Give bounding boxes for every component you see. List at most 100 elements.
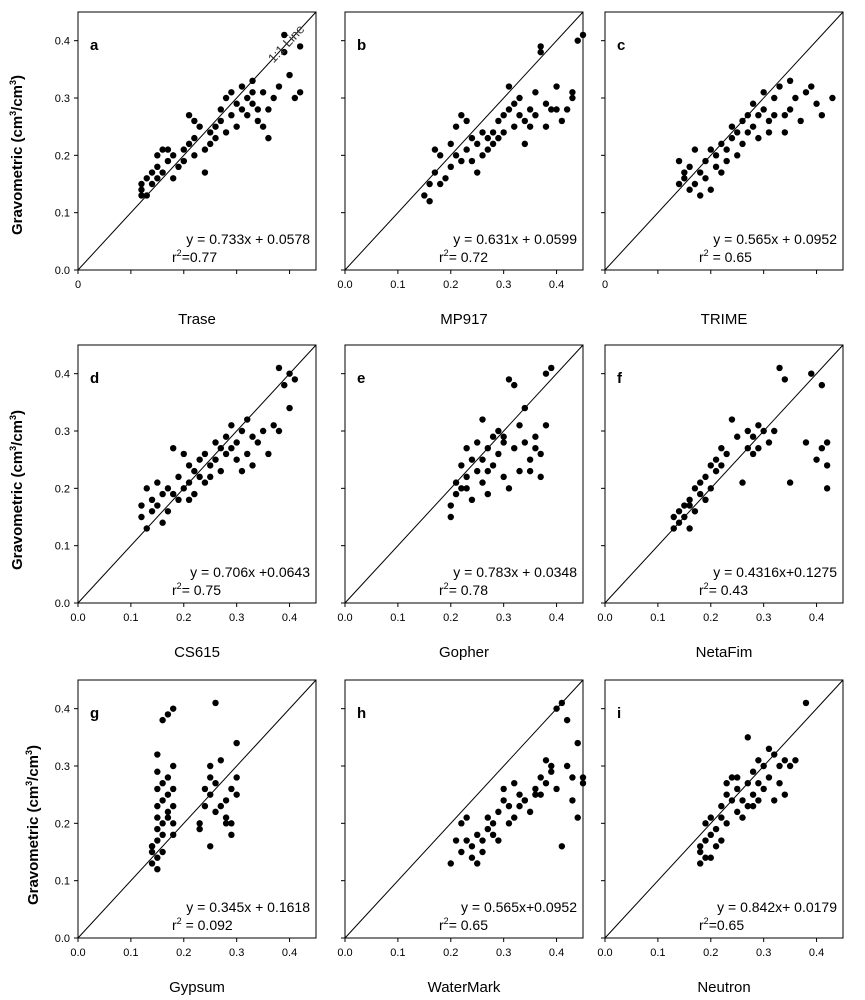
data-point xyxy=(479,416,486,423)
data-point xyxy=(207,462,214,469)
panel-letter: c xyxy=(617,37,625,54)
data-point xyxy=(553,106,560,113)
data-point xyxy=(537,450,544,458)
data-point xyxy=(505,802,513,810)
data-point xyxy=(191,117,198,125)
data-point xyxy=(447,513,454,521)
data-point xyxy=(233,439,240,446)
panel-letter: d xyxy=(90,370,99,387)
data-point xyxy=(521,404,529,412)
data-point xyxy=(228,445,235,452)
data-point xyxy=(138,502,145,509)
data-point xyxy=(829,94,836,102)
data-point xyxy=(686,502,693,509)
data-point xyxy=(744,112,751,119)
one-to-one-line xyxy=(344,679,584,939)
r-squared: r2=0.77 xyxy=(172,248,217,265)
y-tick-label: 0.0 xyxy=(55,265,70,277)
data-point xyxy=(749,123,757,130)
data-point xyxy=(207,473,214,481)
data-point xyxy=(813,100,820,107)
data-point xyxy=(749,802,757,810)
data-point xyxy=(691,508,699,515)
data-point xyxy=(148,848,156,856)
data-point xyxy=(212,439,219,446)
data-point xyxy=(191,490,198,498)
r-squared: r2 = 0.092 xyxy=(172,916,233,933)
data-point xyxy=(755,112,762,119)
data-point xyxy=(776,83,783,90)
x-tick-label: 0.0 xyxy=(597,612,612,624)
x-tick-label: 0 xyxy=(602,279,608,291)
x-tick-label: 0.4 xyxy=(549,612,564,624)
data-point xyxy=(558,117,566,125)
data-point xyxy=(532,785,539,793)
data-point xyxy=(500,129,507,136)
data-point xyxy=(537,48,544,56)
data-point xyxy=(553,785,560,793)
data-point xyxy=(468,157,476,165)
x-tick-label: 0.2 xyxy=(176,947,191,959)
data-point xyxy=(723,820,730,827)
x-tick-label: 0.2 xyxy=(703,612,718,624)
data-point xyxy=(675,508,683,515)
plot-frame xyxy=(344,344,584,604)
data-point xyxy=(175,163,182,170)
data-point xyxy=(734,808,741,816)
data-point xyxy=(154,866,161,873)
panel-d: 0.0 0.1 0.2 0.3 0.4 0.0 0.1 0.2 0.3 0.4 d y = 0.706… xyxy=(55,344,317,661)
data-point xyxy=(244,112,251,119)
data-point xyxy=(212,456,219,463)
data-point xyxy=(537,43,544,50)
data-point xyxy=(185,140,193,148)
x-tick-label: 0.3 xyxy=(229,947,244,959)
data-point xyxy=(516,802,523,810)
data-point xyxy=(238,106,246,113)
x-tick-label: 0.1 xyxy=(650,947,665,959)
data-point xyxy=(233,100,240,107)
data-point xyxy=(148,180,156,188)
data-point xyxy=(681,513,688,521)
data-point xyxy=(553,705,560,712)
data-point xyxy=(468,496,476,503)
data-point xyxy=(270,422,277,429)
data-point xyxy=(702,175,709,182)
data-point xyxy=(159,146,166,153)
data-point xyxy=(749,100,757,107)
data-point xyxy=(569,94,576,102)
y-axis-label-row3: Gravometric (cm3/cm3) xyxy=(24,745,42,905)
x-tick-label: 0.3 xyxy=(496,612,511,624)
data-point xyxy=(532,112,539,119)
data-point xyxy=(516,791,523,798)
data-point xyxy=(185,496,193,503)
data-point xyxy=(712,152,720,159)
data-point xyxy=(154,825,161,833)
data-point xyxy=(249,100,256,107)
data-point xyxy=(180,450,187,458)
data-point xyxy=(707,146,714,153)
data-point xyxy=(148,496,156,503)
data-point xyxy=(222,94,230,102)
data-point xyxy=(500,439,507,446)
data-point xyxy=(505,820,513,827)
panel-i: 0.0 0.1 0.2 0.3 0.4 i y = 0.842x+ 0.0179r2=0.6… xyxy=(597,679,844,996)
data-point xyxy=(170,490,177,498)
data-point xyxy=(148,843,156,850)
data-point xyxy=(563,106,571,113)
r-squared: r2=0.65 xyxy=(699,916,744,933)
data-point xyxy=(281,48,288,56)
data-point xyxy=(474,467,481,475)
data-point xyxy=(792,757,799,764)
data-point xyxy=(296,89,304,96)
data-point xyxy=(217,106,224,113)
data-point xyxy=(532,433,539,440)
data-point xyxy=(786,479,794,486)
data-point xyxy=(675,157,683,165)
x-tick-label: 0.0 xyxy=(597,947,612,959)
data-point xyxy=(484,134,491,142)
data-point xyxy=(723,791,730,798)
data-point xyxy=(286,71,293,79)
data-point xyxy=(259,427,267,435)
